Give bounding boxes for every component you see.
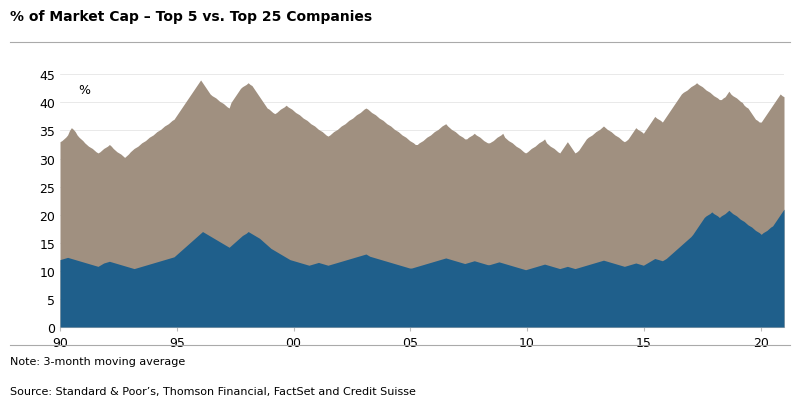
Text: Source: Standard & Poor’s, Thomson Financial, FactSet and Credit Suisse: Source: Standard & Poor’s, Thomson Finan… (10, 387, 415, 396)
Text: %: % (78, 83, 90, 97)
Text: % of Market Cap – Top 5 vs. Top 25 Companies: % of Market Cap – Top 5 vs. Top 25 Compa… (10, 10, 372, 24)
Text: Note: 3-month moving average: Note: 3-month moving average (10, 356, 185, 366)
